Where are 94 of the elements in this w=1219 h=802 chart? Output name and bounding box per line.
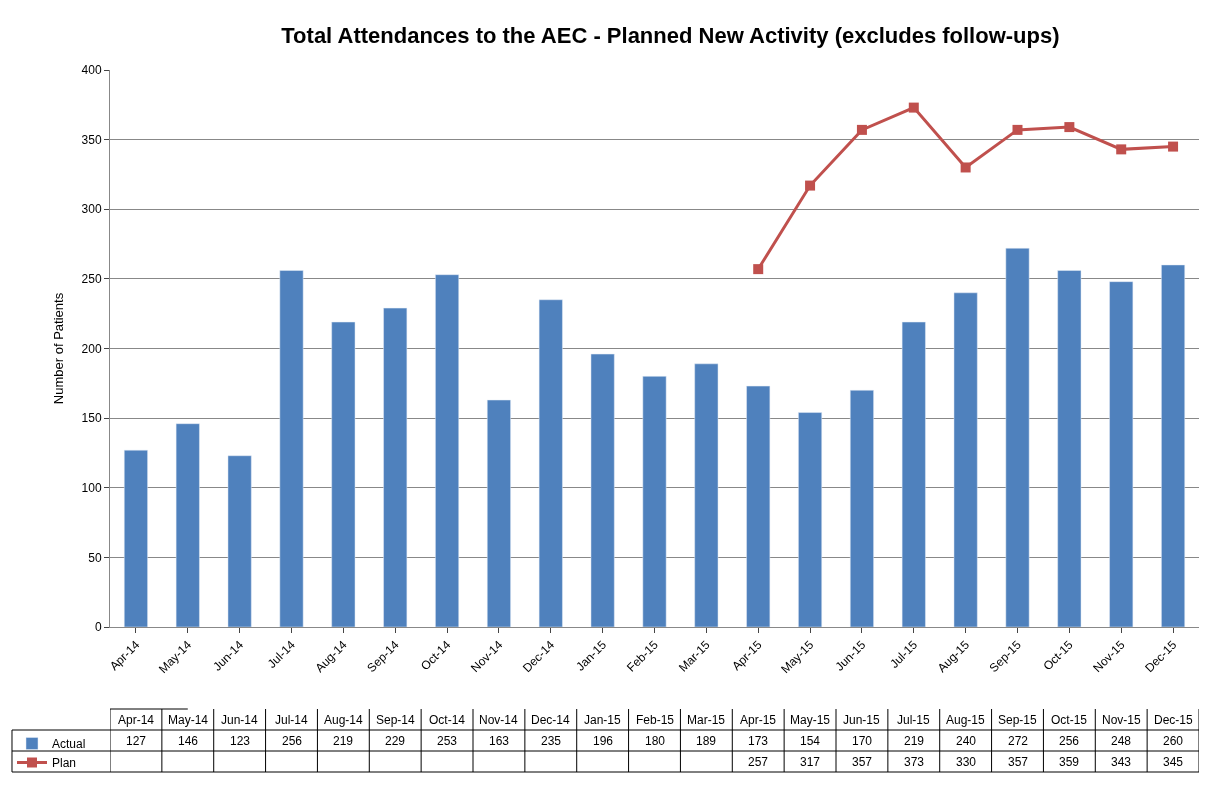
bar <box>435 274 459 627</box>
bar <box>1005 247 1030 627</box>
data-label: 260 <box>1163 734 1184 748</box>
category-label: Mar-15 <box>687 713 726 727</box>
data-label: 272 <box>1008 734 1029 748</box>
y-tick-label: 200 <box>81 341 102 356</box>
category-label: Jan-15 <box>584 713 621 727</box>
category-label: Nov-15 <box>1102 713 1141 727</box>
data-label: 240 <box>956 734 977 748</box>
y-tick-label: 300 <box>81 202 102 217</box>
y-tick-label: 400 <box>81 63 102 78</box>
data-label: 163 <box>489 734 510 748</box>
category-label: Apr-15 <box>740 713 777 727</box>
point <box>908 102 919 113</box>
category-label: Nov-14 <box>479 713 518 727</box>
data-label: 219 <box>333 734 354 748</box>
data-label: 257 <box>748 755 769 769</box>
data-label: 189 <box>696 734 717 748</box>
bar <box>1161 264 1185 627</box>
data-label: 196 <box>593 734 614 748</box>
bar <box>1057 270 1082 627</box>
point <box>753 264 764 275</box>
data-label: 317 <box>800 755 821 769</box>
data-label: 357 <box>1008 755 1029 769</box>
bar <box>953 292 978 627</box>
point <box>805 180 816 191</box>
y-axis-title: Number of Patients <box>50 292 66 405</box>
data-label: 180 <box>645 734 666 748</box>
category-label: Aug-14 <box>324 713 363 727</box>
data-label: 146 <box>178 734 199 748</box>
category-label: Jul-14 <box>275 713 308 727</box>
bar <box>850 390 874 627</box>
legend-label: Plan <box>51 756 77 771</box>
point <box>856 124 867 135</box>
data-label: 345 <box>1163 755 1184 769</box>
y-tick-label: 150 <box>81 411 102 426</box>
category-label: Sep-14 <box>376 713 415 727</box>
y-tick-label: 250 <box>81 272 102 287</box>
data-label: 229 <box>385 734 406 748</box>
data-label: 256 <box>282 734 303 748</box>
data-label: 123 <box>230 734 251 748</box>
point <box>1168 141 1179 152</box>
category-label: Sep-15 <box>998 713 1037 727</box>
data-label: 235 <box>541 734 562 748</box>
bar <box>746 385 771 627</box>
chart-title: Total Attendances to the AEC - Planned New Activity (excludes follow-ups) <box>281 23 1060 49</box>
data-label: 343 <box>1111 755 1132 769</box>
bar <box>331 321 356 627</box>
point <box>960 162 971 173</box>
bar <box>124 449 148 627</box>
bar <box>383 307 408 627</box>
bar <box>901 321 926 627</box>
category-label: May-15 <box>790 713 831 727</box>
data-label: 154 <box>800 734 821 748</box>
bar <box>798 412 822 627</box>
data-label: 357 <box>852 755 873 769</box>
bar <box>538 299 563 627</box>
data-label: 248 <box>1111 734 1132 748</box>
category-label: Jun-15 <box>843 713 880 727</box>
bar <box>590 353 615 627</box>
point <box>1064 122 1075 133</box>
data-label: 253 <box>437 734 458 748</box>
bar <box>1109 281 1134 627</box>
y-tick-label: 0 <box>94 620 102 635</box>
bar <box>694 363 719 627</box>
legend-label: Actual <box>51 737 86 752</box>
category-label: Dec-15 <box>1154 713 1193 727</box>
category-label: May-14 <box>168 713 209 727</box>
category-label: Apr-14 <box>118 713 155 727</box>
category-label: Jul-15 <box>897 713 930 727</box>
data-label: 256 <box>1059 734 1080 748</box>
bar <box>642 376 667 627</box>
data-label: 173 <box>748 734 769 748</box>
data-label: 219 <box>904 734 925 748</box>
category-label: Jun-14 <box>221 713 258 727</box>
category-label: Oct-15 <box>1051 713 1088 727</box>
point <box>1116 144 1127 155</box>
category-label: Dec-14 <box>531 713 570 727</box>
data-label: 373 <box>904 755 925 769</box>
bar <box>227 455 252 627</box>
y-tick-label: 50 <box>88 550 102 565</box>
bar <box>487 399 511 627</box>
category-label: Oct-14 <box>429 713 466 727</box>
point <box>1012 124 1023 135</box>
bar <box>279 270 304 627</box>
category-label: Feb-15 <box>636 713 675 727</box>
data-label: 127 <box>126 734 147 748</box>
data-label: 359 <box>1059 755 1080 769</box>
data-label: 330 <box>956 755 977 769</box>
bar <box>175 423 200 627</box>
category-label: Aug-15 <box>946 713 985 727</box>
y-tick-label: 100 <box>81 480 102 495</box>
y-tick-label: 350 <box>81 132 102 147</box>
data-label: 170 <box>852 734 873 748</box>
